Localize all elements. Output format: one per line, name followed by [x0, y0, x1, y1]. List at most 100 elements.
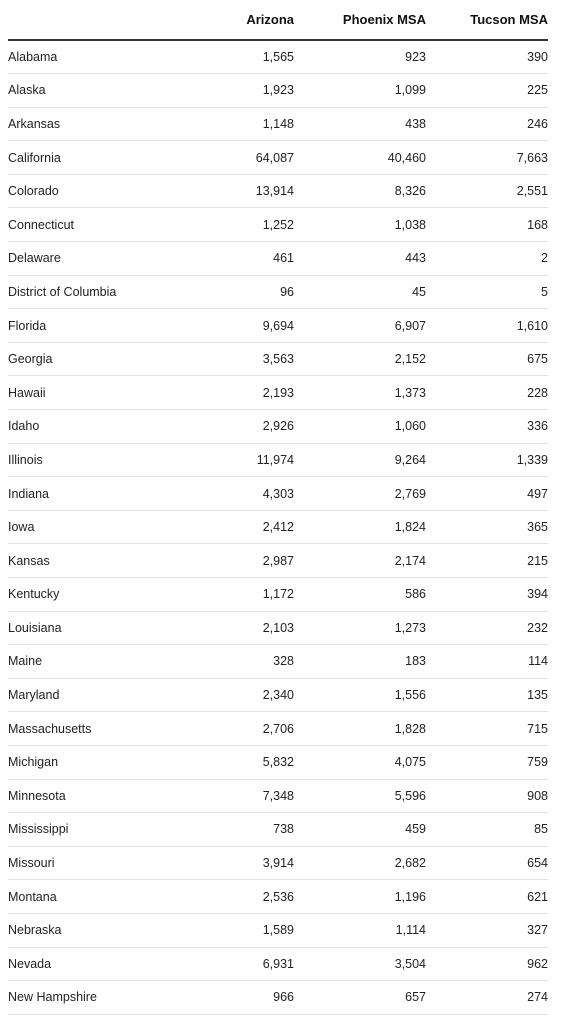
arizona-cell: 6,931: [204, 947, 294, 982]
arizona-cell: 9,694: [204, 308, 294, 343]
phoenix-msa-cell: 586: [294, 577, 426, 612]
table-row: Iowa 2,412 1,824 365: [8, 510, 548, 545]
phoenix-msa-cell: 657: [294, 980, 426, 1015]
state-cell: Florida: [8, 308, 204, 343]
table-row: Georgia 3,563 2,152 675: [8, 342, 548, 377]
state-cell: Illinois: [8, 443, 204, 478]
state-cell: Georgia: [8, 342, 204, 377]
tucson-msa-cell: 232: [426, 611, 548, 646]
arizona-cell: 1,923: [204, 73, 294, 108]
tucson-msa-cell: 228: [426, 375, 548, 411]
arizona-cell: 461: [204, 241, 294, 276]
tucson-msa-cell: 675: [426, 342, 548, 377]
arizona-cell: 1,252: [204, 207, 294, 243]
table-row: Connecticut 1,252 1,038 168: [8, 207, 548, 243]
arizona-cell: 966: [204, 980, 294, 1015]
table-row: Arkansas 1,148 438 246: [8, 107, 548, 142]
state-cell: Alaska: [8, 73, 204, 108]
state-cell: Louisiana: [8, 611, 204, 646]
phoenix-msa-cell: 438: [294, 107, 426, 142]
arizona-cell: 7,348: [204, 779, 294, 814]
state-cell: Hawaii: [8, 375, 204, 411]
tucson-msa-cell: 390: [426, 40, 548, 75]
table-row: Montana 2,536 1,196 621: [8, 879, 548, 914]
phoenix-msa-cell: 9,264: [294, 443, 426, 478]
state-cell: Nebraska: [8, 913, 204, 948]
arizona-cell: 1,589: [204, 913, 294, 948]
tucson-msa-cell: 394: [426, 577, 548, 612]
phoenix-msa-cell: 1,060: [294, 409, 426, 444]
tucson-msa-cell: 759: [426, 745, 548, 780]
tucson-msa-cell: 215: [426, 543, 548, 578]
header-row: Arizona Phoenix MSA Tucson MSA: [8, 0, 548, 41]
table-row: Hawaii 2,193 1,373 228: [8, 375, 548, 411]
table-row: Colorado 13,914 8,326 2,551: [8, 174, 548, 209]
tucson-msa-cell: 168: [426, 207, 548, 243]
state-cell: New Hampshire: [8, 980, 204, 1015]
phoenix-msa-cell: 923: [294, 40, 426, 75]
phoenix-msa-cell: 2,769: [294, 476, 426, 511]
tucson-msa-cell: 327: [426, 913, 548, 948]
arizona-cell: 328: [204, 644, 294, 679]
arizona-cell: 4,303: [204, 476, 294, 511]
phoenix-msa-cell: 1,273: [294, 611, 426, 646]
state-cell: Arkansas: [8, 107, 204, 142]
table-row: California 64,087 40,460 7,663: [8, 140, 548, 175]
arizona-cell: 2,103: [204, 611, 294, 646]
state-cell: Delaware: [8, 241, 204, 276]
table-row: Nebraska 1,589 1,114 327: [8, 913, 548, 948]
state-cell: Alabama: [8, 40, 204, 75]
header-tucson-msa: Tucson MSA: [426, 0, 548, 41]
state-cell: Michigan: [8, 745, 204, 780]
tucson-msa-cell: 1,610: [426, 308, 548, 343]
phoenix-msa-cell: 1,824: [294, 510, 426, 545]
state-cell: Idaho: [8, 409, 204, 444]
state-cell: Colorado: [8, 174, 204, 209]
tucson-msa-cell: 135: [426, 678, 548, 713]
phoenix-msa-cell: 443: [294, 241, 426, 276]
phoenix-msa-cell: 40,460: [294, 140, 426, 175]
table-row: District of Columbia 96 45 5: [8, 275, 548, 310]
arizona-cell: 1,148: [204, 107, 294, 142]
arizona-cell: 738: [204, 812, 294, 847]
state-cell: Mississippi: [8, 812, 204, 847]
tucson-msa-cell: 114: [426, 644, 548, 679]
table-body: Alabama 1,565 923 390 Alaska 1,923 1,099 225 Ark…: [8, 40, 548, 1015]
table-row: Florida 9,694 6,907 1,610: [8, 308, 548, 343]
arizona-cell: 64,087: [204, 140, 294, 175]
phoenix-msa-cell: 1,373: [294, 375, 426, 411]
phoenix-msa-cell: 2,682: [294, 846, 426, 881]
phoenix-msa-cell: 3,504: [294, 947, 426, 982]
state-cell: Minnesota: [8, 779, 204, 814]
tucson-msa-cell: 1,339: [426, 443, 548, 478]
table-row: Indiana 4,303 2,769 497: [8, 476, 548, 511]
phoenix-msa-cell: 2,152: [294, 342, 426, 377]
state-cell: Maryland: [8, 678, 204, 713]
arizona-cell: 2,340: [204, 678, 294, 713]
table-row: Kentucky 1,172 586 394: [8, 577, 548, 612]
table-row: Illinois 11,974 9,264 1,339: [8, 443, 548, 478]
tucson-msa-cell: 274: [426, 980, 548, 1015]
arizona-cell: 1,565: [204, 40, 294, 75]
header-state: [8, 0, 204, 41]
phoenix-msa-cell: 45: [294, 275, 426, 310]
arizona-cell: 96: [204, 275, 294, 310]
table-row: Nevada 6,931 3,504 962: [8, 947, 548, 982]
state-cell: Montana: [8, 879, 204, 914]
arizona-cell: 11,974: [204, 443, 294, 478]
state-cell: Indiana: [8, 476, 204, 511]
tucson-msa-cell: 497: [426, 476, 548, 511]
arizona-cell: 1,172: [204, 577, 294, 612]
tucson-msa-cell: 336: [426, 409, 548, 444]
arizona-cell: 3,914: [204, 846, 294, 881]
header-phoenix-msa: Phoenix MSA: [294, 0, 426, 41]
phoenix-msa-cell: 6,907: [294, 308, 426, 343]
arizona-cell: 2,536: [204, 879, 294, 914]
arizona-cell: 5,832: [204, 745, 294, 780]
phoenix-msa-cell: 1,114: [294, 913, 426, 948]
tucson-msa-cell: 365: [426, 510, 548, 545]
arizona-cell: 2,926: [204, 409, 294, 444]
phoenix-msa-cell: 8,326: [294, 174, 426, 209]
phoenix-msa-cell: 4,075: [294, 745, 426, 780]
phoenix-msa-cell: 1,196: [294, 879, 426, 914]
